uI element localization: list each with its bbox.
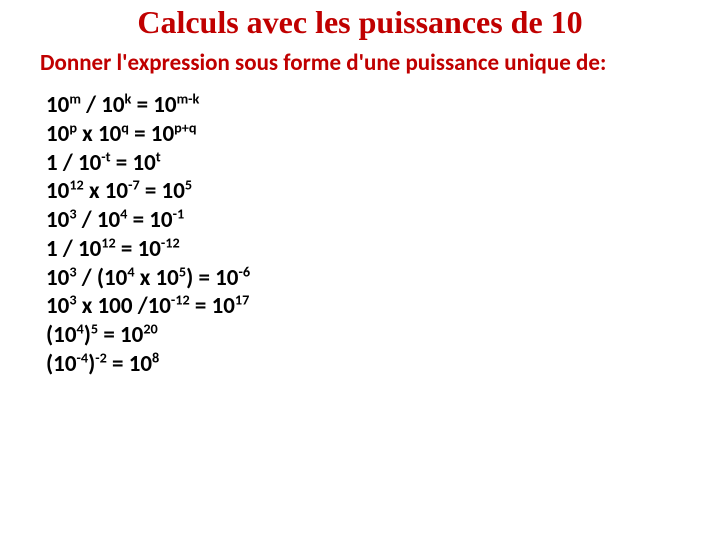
equation-lhs: 10p x 10q = xyxy=(46,120,146,148)
equation-line: 1 / 1012 = 10-12 xyxy=(46,235,680,264)
equation-lhs: 1 / 10-t = xyxy=(46,149,127,177)
equation-rhs: 108 xyxy=(129,350,160,378)
equation-rhs: 10-6 xyxy=(215,264,250,292)
equation-lhs: 103 / 104 = xyxy=(46,206,144,234)
equation-rhs: 10m-k xyxy=(153,91,199,119)
equation-lhs: 10m / 10k = xyxy=(46,91,148,119)
slide: Calculs avec les puissances de 10 Donner… xyxy=(0,0,720,540)
equation-line: 103 / (104 x 105) = 10-6 xyxy=(46,264,680,293)
equation-lhs: 103 x 100 /10-12 = xyxy=(46,292,206,320)
page-subtitle: Donner l'expression sous forme d'une pui… xyxy=(40,49,680,77)
equation-line: 1 / 10-t = 10t xyxy=(46,149,680,178)
equation-line: 10m / 10k = 10m-k xyxy=(46,91,680,120)
page-title: Calculs avec les puissances de 10 xyxy=(40,4,680,41)
equation-list: 10m / 10k = 10m-k10p x 10q = 10p+q1 / 10… xyxy=(40,91,680,379)
equation-line: 103 / 104 = 10-1 xyxy=(46,206,680,235)
equation-lhs: 1012 x 10-7 = xyxy=(46,177,156,205)
equation-line: (10-4)-2 = 108 xyxy=(46,350,680,379)
equation-rhs: 10-12 xyxy=(138,235,180,263)
equation-rhs: 105 xyxy=(162,177,193,205)
equation-line: 10p x 10q = 10p+q xyxy=(46,120,680,149)
equation-lhs: (104)5 = xyxy=(46,321,115,349)
equation-line: 1012 x 10-7 = 105 xyxy=(46,177,680,206)
equation-line: 103 x 100 /10-12 = 1017 xyxy=(46,292,680,321)
equation-rhs: 10p+q xyxy=(151,120,197,148)
equation-lhs: (10-4)-2 = xyxy=(46,350,124,378)
equation-rhs: 10-1 xyxy=(149,206,184,234)
equation-line: (104)5 = 1020 xyxy=(46,321,680,350)
equation-rhs: 10t xyxy=(132,149,160,177)
equation-lhs: 103 / (104 x 105) = xyxy=(46,264,210,292)
equation-lhs: 1 / 1012 = xyxy=(46,235,132,263)
equation-rhs: 1020 xyxy=(120,321,158,349)
equation-rhs: 1017 xyxy=(212,292,250,320)
